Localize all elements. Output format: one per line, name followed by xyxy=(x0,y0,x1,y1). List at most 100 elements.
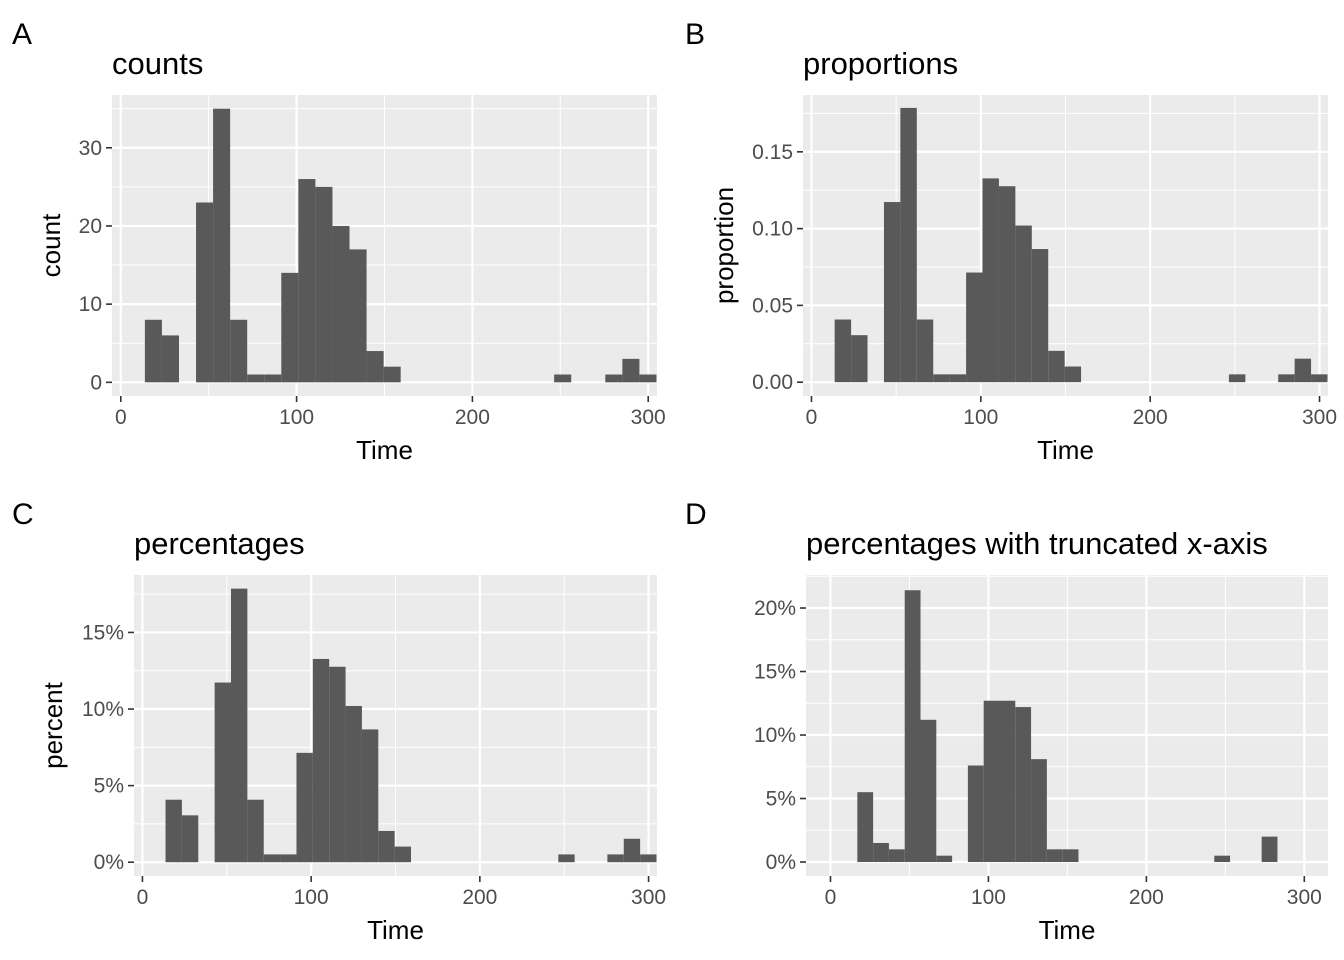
histogram-bar xyxy=(1261,836,1278,863)
histogram-bar xyxy=(298,179,316,383)
x-tick-label: 0 xyxy=(115,406,127,429)
histogram-bar xyxy=(349,249,367,383)
histogram-bars xyxy=(857,590,1278,863)
histogram-bar xyxy=(366,351,384,383)
x-tick-label: 0 xyxy=(137,886,149,909)
histogram-bar xyxy=(312,658,330,863)
x-tick-label: 300 xyxy=(1287,886,1322,909)
histogram-bar xyxy=(605,374,623,383)
histogram-bar xyxy=(933,374,950,383)
histogram-bar xyxy=(873,842,889,863)
panel-tag: D xyxy=(685,498,707,531)
x-tick-label: 300 xyxy=(631,886,666,909)
histogram-bar xyxy=(361,729,379,863)
histogram-bar xyxy=(966,272,983,383)
histogram-bar xyxy=(196,202,214,383)
y-tick-label: 5% xyxy=(766,788,796,811)
histogram-bar xyxy=(623,838,641,863)
histogram-bar xyxy=(1278,374,1295,383)
x-tick-label: 0 xyxy=(806,406,818,429)
x-tick-label: 300 xyxy=(631,406,666,429)
histogram-bar xyxy=(231,588,248,863)
histogram-bar xyxy=(281,272,299,383)
histogram-bar xyxy=(1228,374,1246,383)
histogram-bar xyxy=(280,854,297,863)
histogram-bar xyxy=(1062,849,1079,863)
histogram-bar xyxy=(904,590,921,863)
y-axis-title: percent xyxy=(38,681,68,768)
histogram-bar xyxy=(263,854,281,863)
histogram-bar xyxy=(900,107,917,383)
histogram-bars xyxy=(834,107,1328,383)
y-tick-label: 20 xyxy=(79,215,102,238)
histogram-bar xyxy=(558,854,575,863)
histogram-bar xyxy=(383,366,401,383)
x-axis-title: Time xyxy=(1039,915,1096,945)
histogram-bar xyxy=(983,700,1000,863)
y-tick-label: 5% xyxy=(94,775,124,798)
histogram-bar xyxy=(161,335,179,383)
x-tick-label: 100 xyxy=(294,886,329,909)
histogram-bar xyxy=(214,682,232,863)
x-tick-label: 100 xyxy=(963,406,998,429)
histogram-bar xyxy=(1031,759,1047,863)
histogram-bar xyxy=(554,374,572,383)
histogram-bars xyxy=(144,108,657,383)
histogram-bar xyxy=(181,815,199,863)
x-tick-label: 200 xyxy=(455,406,490,429)
histogram-bar xyxy=(1046,849,1063,863)
chart-title: percentages xyxy=(134,526,305,561)
y-tick-label: 10% xyxy=(82,698,124,721)
y-axis-title: proportion xyxy=(709,187,739,304)
x-tick-label: 200 xyxy=(1133,406,1168,429)
x-tick-label: 100 xyxy=(971,886,1006,909)
histogram-bar xyxy=(949,374,967,383)
y-tick-label: 0% xyxy=(766,851,796,874)
histogram-bar xyxy=(247,799,264,863)
histogram-bar xyxy=(1048,350,1065,383)
y-tick-label: 15% xyxy=(754,661,796,684)
y-tick-label: 0.15 xyxy=(752,141,793,164)
histogram-bar xyxy=(888,849,905,863)
histogram-bar xyxy=(315,186,333,383)
histogram-bar xyxy=(144,319,162,383)
x-tick-label: 200 xyxy=(462,886,497,909)
histogram-bar xyxy=(394,846,412,863)
x-axis-title: Time xyxy=(356,435,413,465)
histogram-bar xyxy=(883,202,901,383)
x-tick-label: 0 xyxy=(825,886,837,909)
y-tick-label: 20% xyxy=(754,597,796,620)
histogram-bar xyxy=(1064,366,1082,383)
histogram-bars xyxy=(165,588,657,863)
histogram-bar xyxy=(857,792,874,863)
histogram-bar xyxy=(329,666,346,863)
histogram-bar xyxy=(1214,855,1231,863)
y-tick-label: 0.00 xyxy=(752,371,793,394)
chart-title: proportions xyxy=(803,46,958,81)
histogram-bar xyxy=(1031,249,1049,383)
y-tick-label: 0% xyxy=(94,851,124,874)
panel-tag: A xyxy=(12,18,32,51)
x-tick-label: 100 xyxy=(279,406,314,429)
histogram-bar xyxy=(916,319,934,383)
x-axis-title: Time xyxy=(367,915,424,945)
y-tick-label: 0 xyxy=(90,371,102,394)
x-tick-label: 300 xyxy=(1302,406,1337,429)
y-tick-label: 10 xyxy=(79,293,102,316)
histogram-bar xyxy=(332,225,350,383)
histogram-bar xyxy=(264,374,282,383)
histogram-bar xyxy=(165,799,182,863)
histogram-bar xyxy=(1311,374,1328,383)
x-axis-title: Time xyxy=(1037,435,1094,465)
histogram-bar xyxy=(1015,707,1032,863)
histogram-bar xyxy=(1015,225,1032,383)
histogram-bar xyxy=(213,108,231,383)
y-tick-label: 0.05 xyxy=(752,294,793,317)
panel-tag: C xyxy=(12,498,34,531)
